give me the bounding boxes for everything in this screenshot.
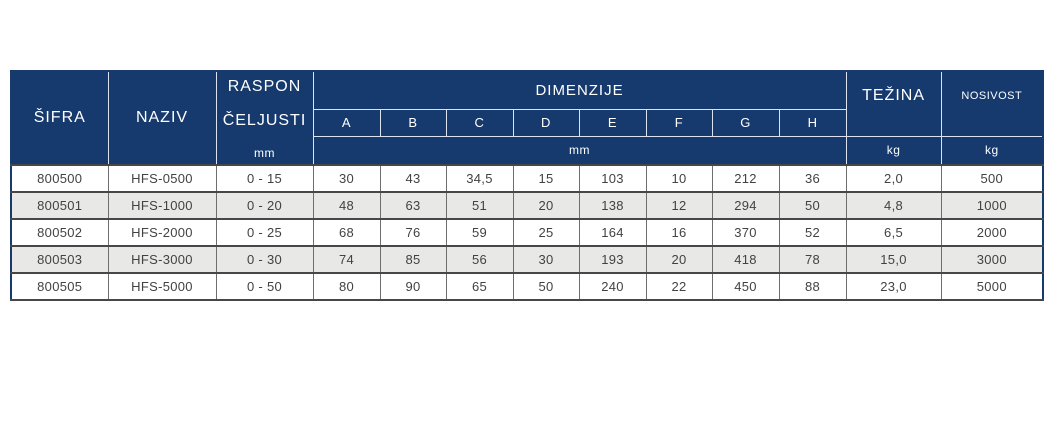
cell-dim-h: 88 <box>778 273 847 301</box>
cell-dim-h: 78 <box>778 246 847 274</box>
col-header-dim-a: A <box>312 108 381 137</box>
cell-tezina: 2,0 <box>845 165 942 193</box>
col-header-dimenzije: DIMENZIJE <box>312 70 847 110</box>
table-row: 800501 HFS-1000 0 - 20 48 63 51 20 138 1… <box>10 192 1044 220</box>
cell-dim-d: 50 <box>512 273 580 301</box>
cell-dim-a: 68 <box>312 219 381 247</box>
cell-dim-d: 30 <box>512 246 580 274</box>
cell-naziv: HFS-0500 <box>107 165 217 193</box>
col-header-dim-f: F <box>645 108 713 137</box>
nosivost-unit-label: kg <box>940 135 1044 166</box>
cell-dim-c: 59 <box>445 219 514 247</box>
cell-dim-a: 80 <box>312 273 381 301</box>
raspon-celjusti-stack: RASPON ČELJUSTI mm <box>217 72 313 164</box>
cell-dim-d: 25 <box>512 219 580 247</box>
col-header-tezina: TEŽINA <box>845 70 942 137</box>
cell-dim-b: 63 <box>379 192 447 220</box>
dim-unit-label: mm <box>312 135 847 166</box>
col-header-dim-g: G <box>711 108 780 137</box>
cell-naziv: HFS-2000 <box>107 219 217 247</box>
cell-dim-g: 418 <box>711 246 780 274</box>
table-body: 800500 HFS-0500 0 - 15 30 43 34,5 15 103… <box>10 165 1044 301</box>
cell-dim-h: 52 <box>778 219 847 247</box>
cell-dim-f: 16 <box>645 219 713 247</box>
col-header-raspon-celjusti: RASPON ČELJUSTI mm <box>215 70 314 166</box>
header-row-1: ŠIFRA NAZIV RASPON ČELJUSTI mm DIMENZIJE… <box>10 70 1044 166</box>
product-spec-table: ŠIFRA NAZIV RASPON ČELJUSTI mm DIMENZIJE… <box>10 70 1045 301</box>
cell-dim-e: 193 <box>578 246 647 274</box>
cell-nosivost: 500 <box>940 165 1044 193</box>
col-header-nosivost: NOSIVOST <box>940 70 1044 137</box>
cell-tezina: 6,5 <box>845 219 942 247</box>
cell-dim-c: 51 <box>445 192 514 220</box>
cell-dim-e: 164 <box>578 219 647 247</box>
cell-nosivost: 2000 <box>940 219 1044 247</box>
cell-raspon: 0 - 15 <box>215 165 314 193</box>
cell-raspon: 0 - 50 <box>215 273 314 301</box>
cell-naziv: HFS-3000 <box>107 246 217 274</box>
cell-sifra: 800500 <box>10 165 109 193</box>
cell-dim-b: 43 <box>379 165 447 193</box>
tezina-unit-label: kg <box>845 135 942 166</box>
cell-sifra: 800503 <box>10 246 109 274</box>
cell-dim-c: 56 <box>445 246 514 274</box>
cell-dim-c: 34,5 <box>445 165 514 193</box>
cell-dim-d: 20 <box>512 192 580 220</box>
cell-dim-c: 65 <box>445 273 514 301</box>
col-header-sifra: ŠIFRA <box>10 70 109 166</box>
cell-dim-g: 450 <box>711 273 780 301</box>
raspon-unit-label: mm <box>254 146 275 160</box>
cell-raspon: 0 - 25 <box>215 219 314 247</box>
col-header-dim-d: D <box>512 108 580 137</box>
cell-dim-f: 22 <box>645 273 713 301</box>
cell-dim-f: 12 <box>645 192 713 220</box>
col-header-dim-c: C <box>445 108 514 137</box>
cell-sifra: 800501 <box>10 192 109 220</box>
cell-dim-e: 103 <box>578 165 647 193</box>
cell-raspon: 0 - 30 <box>215 246 314 274</box>
cell-dim-f: 10 <box>645 165 713 193</box>
cell-tezina: 23,0 <box>845 273 942 301</box>
cell-dim-b: 76 <box>379 219 447 247</box>
cell-dim-e: 240 <box>578 273 647 301</box>
cell-sifra: 800505 <box>10 273 109 301</box>
cell-nosivost: 1000 <box>940 192 1044 220</box>
cell-tezina: 4,8 <box>845 192 942 220</box>
col-header-dim-h: H <box>778 108 847 137</box>
header-row-2: A B C D E F G H <box>11 108 1043 137</box>
cell-dim-a: 48 <box>312 192 381 220</box>
cell-dim-a: 74 <box>312 246 381 274</box>
table-header: ŠIFRA NAZIV RASPON ČELJUSTI mm DIMENZIJE… <box>10 70 1044 166</box>
cell-dim-a: 30 <box>312 165 381 193</box>
cell-dim-g: 212 <box>711 165 780 193</box>
cell-sifra: 800502 <box>10 219 109 247</box>
cell-nosivost: 3000 <box>940 246 1044 274</box>
cell-dim-b: 85 <box>379 246 447 274</box>
col-header-dim-e: E <box>578 108 647 137</box>
cell-dim-d: 15 <box>512 165 580 193</box>
cell-dim-f: 20 <box>645 246 713 274</box>
cell-dim-h: 36 <box>778 165 847 193</box>
cell-naziv: HFS-5000 <box>107 273 217 301</box>
cell-nosivost: 5000 <box>940 273 1044 301</box>
cell-dim-g: 294 <box>711 192 780 220</box>
cell-tezina: 15,0 <box>845 246 942 274</box>
cell-dim-h: 50 <box>778 192 847 220</box>
cell-dim-b: 90 <box>379 273 447 301</box>
cell-dim-e: 138 <box>578 192 647 220</box>
raspon-label-line1: RASPON <box>227 78 302 95</box>
table-row: 800502 HFS-2000 0 - 25 68 76 59 25 164 1… <box>10 219 1044 247</box>
cell-dim-g: 370 <box>711 219 780 247</box>
cell-naziv: HFS-1000 <box>107 192 217 220</box>
col-header-dim-b: B <box>379 108 447 137</box>
header-row-3: mm kg kg <box>11 135 1044 166</box>
col-header-naziv: NAZIV <box>107 70 217 166</box>
raspon-label-line2: ČELJUSTI <box>222 112 307 129</box>
table-row: 800503 HFS-3000 0 - 30 74 85 56 30 193 2… <box>10 246 1044 274</box>
cell-raspon: 0 - 20 <box>215 192 314 220</box>
table-row: 800505 HFS-5000 0 - 50 80 90 65 50 240 2… <box>10 273 1044 301</box>
table-row: 800500 HFS-0500 0 - 15 30 43 34,5 15 103… <box>10 165 1044 193</box>
